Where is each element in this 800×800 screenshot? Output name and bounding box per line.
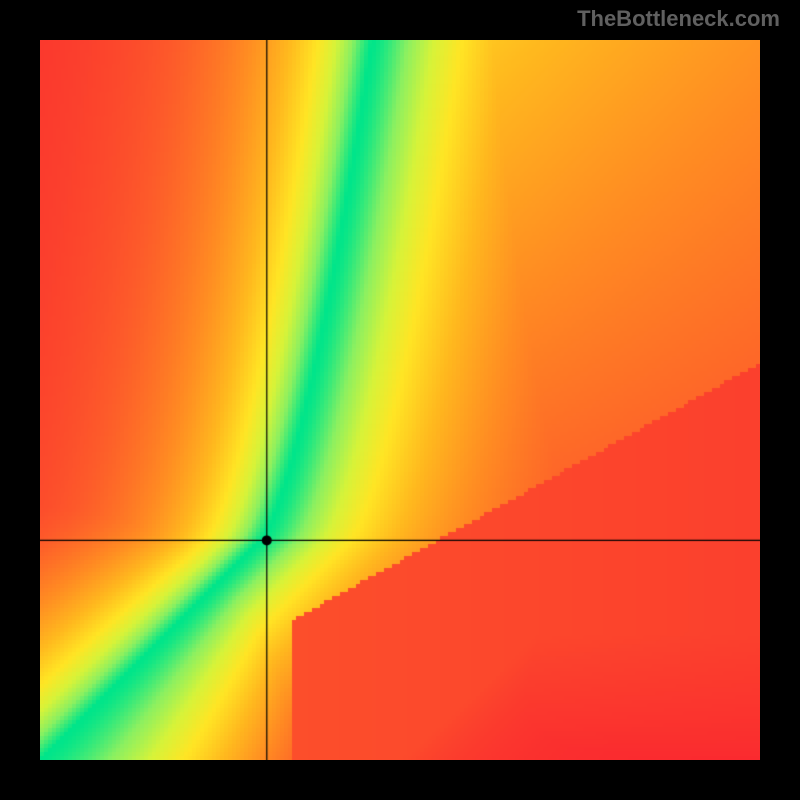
chart-container: TheBottleneck.com xyxy=(0,0,800,800)
bottleneck-heatmap xyxy=(40,40,760,760)
watermark-text: TheBottleneck.com xyxy=(577,6,780,32)
